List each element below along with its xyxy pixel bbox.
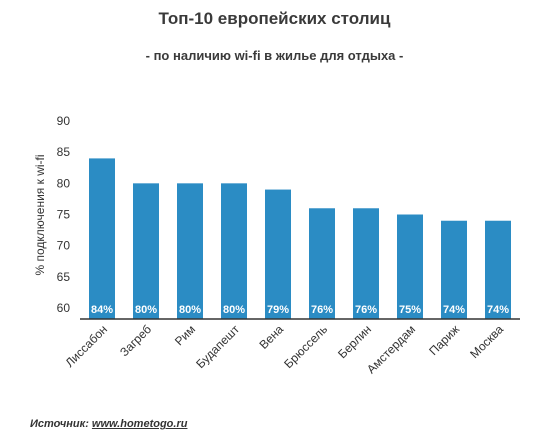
bar: [397, 214, 423, 319]
chart-title: Топ-10 европейских столиц: [158, 9, 391, 28]
data-label: 80%: [135, 304, 157, 316]
x-tick-label: Будапешт: [193, 322, 242, 371]
bar: [221, 183, 247, 319]
chart-subtitle: - по наличию wi-fi в жилье для отдыха -: [145, 48, 404, 63]
data-label: 74%: [487, 304, 509, 316]
y-axis-label: % подключения к wi-fi: [33, 154, 47, 275]
data-label: 79%: [267, 304, 289, 316]
bar: [177, 183, 203, 319]
bar: [133, 183, 159, 319]
y-tick-label: 85: [57, 145, 71, 159]
x-tick-label: Лиссабон: [62, 322, 110, 370]
y-tick-label: 75: [57, 208, 71, 222]
source-label: Источник:: [30, 418, 89, 430]
bar: [485, 220, 511, 319]
x-tick-label: Загреб: [117, 322, 154, 359]
y-tick-label: 65: [57, 270, 71, 284]
bar: [441, 220, 467, 319]
x-tick-label: Брюссель: [281, 322, 330, 371]
x-tick-label: Москва: [467, 322, 506, 361]
data-label: 84%: [91, 304, 113, 316]
x-tick-label: Рим: [172, 322, 198, 348]
data-label: 75%: [399, 304, 421, 316]
y-tick-label: 90: [57, 114, 71, 128]
source-link[interactable]: www.hometogo.ru: [91, 418, 188, 430]
source-note: Источник: www.hometogo.ru: [30, 418, 187, 430]
data-label: 76%: [355, 304, 377, 316]
bar: [353, 208, 379, 319]
x-tick-label: Париж: [426, 322, 462, 358]
x-tick-label: Вена: [256, 322, 286, 352]
y-tick-label: 60: [57, 301, 71, 315]
data-label: 80%: [223, 304, 245, 316]
x-tick-label: Берлин: [335, 322, 374, 361]
bar: [89, 158, 115, 319]
bar: [265, 189, 291, 319]
data-label: 80%: [179, 304, 201, 316]
data-label: 76%: [311, 304, 333, 316]
data-label: 74%: [443, 304, 465, 316]
y-tick-label: 70: [57, 239, 71, 253]
y-tick-label: 80: [57, 176, 71, 190]
bar: [309, 208, 335, 319]
